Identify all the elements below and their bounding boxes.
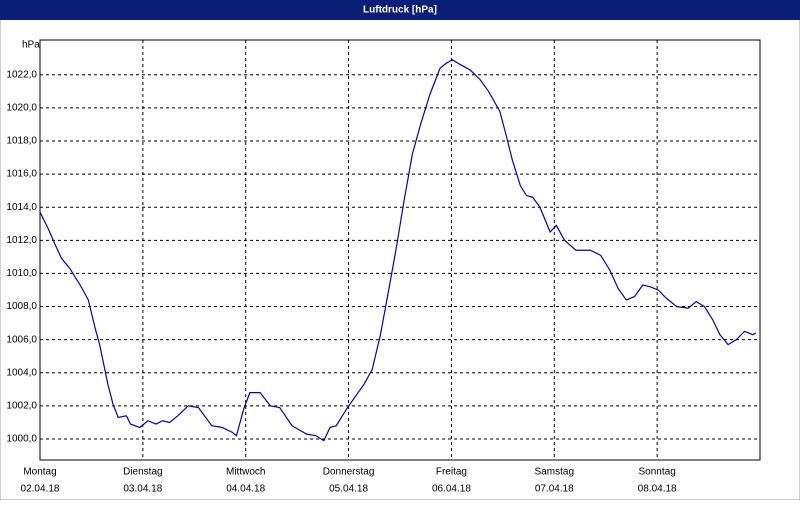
x-tick-label: Donnerstag bbox=[323, 467, 375, 478]
y-tick-label: 1018,0 bbox=[6, 136, 37, 147]
plot-frame bbox=[39, 39, 761, 461]
y-tick-label: 1022,0 bbox=[6, 69, 37, 80]
x-tick-date: 07.04.18 bbox=[535, 484, 574, 495]
x-tick-label: Montag bbox=[23, 467, 56, 478]
x-tick-date: 04.04.18 bbox=[226, 484, 265, 495]
y-tick-label: 1006,0 bbox=[6, 334, 37, 345]
y-tick-label: 1002,0 bbox=[6, 401, 37, 412]
x-tick-label: Freitag bbox=[436, 467, 467, 478]
title-bar bbox=[0, 0, 800, 20]
y-tick-label: 1000,0 bbox=[6, 434, 37, 445]
y-tick-label: 1014,0 bbox=[6, 202, 37, 213]
y-tick-label: 1010,0 bbox=[6, 268, 37, 279]
x-tick-label: Sonntag bbox=[639, 467, 676, 478]
y-tick-label: 1008,0 bbox=[6, 301, 37, 312]
x-tick-label: Samstag bbox=[535, 467, 574, 478]
y-tick-label: 1020,0 bbox=[6, 103, 37, 114]
x-tick-date: 06.04.18 bbox=[432, 484, 471, 495]
x-tick-date: 08.04.18 bbox=[638, 484, 677, 495]
y-unit-label: hPa bbox=[22, 40, 40, 51]
x-tick-date: 03.04.18 bbox=[123, 484, 162, 495]
y-tick-label: 1004,0 bbox=[6, 367, 37, 378]
x-tick-label: Mittwoch bbox=[226, 467, 265, 478]
y-tick-label: 1016,0 bbox=[6, 169, 37, 180]
pressure-line bbox=[39, 59, 757, 442]
y-tick-label: 1012,0 bbox=[6, 235, 37, 246]
x-tick-label: Dienstag bbox=[123, 467, 162, 478]
x-tick-date: 05.04.18 bbox=[329, 484, 368, 495]
x-tick-date: 02.04.18 bbox=[21, 484, 60, 495]
chart-title: Luftdruck [hPa] bbox=[363, 5, 437, 16]
